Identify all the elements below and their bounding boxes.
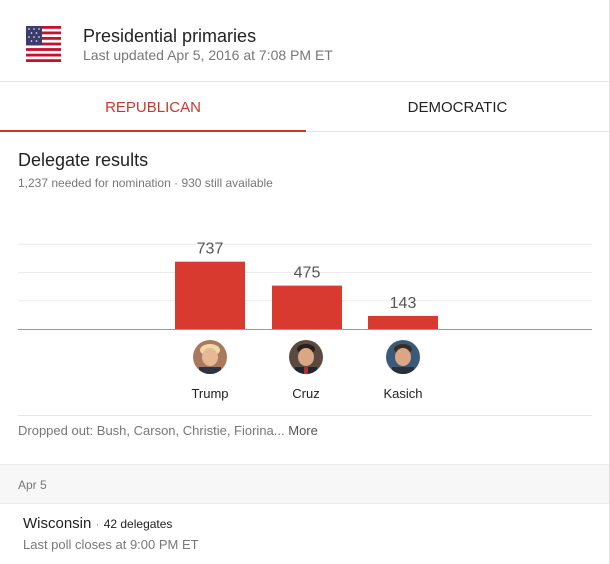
delegate-bar-chart: 737 475 143 xyxy=(18,241,592,330)
section-title: Delegate results xyxy=(18,150,149,170)
separator: · xyxy=(95,517,100,531)
state-name: Wisconsin xyxy=(23,515,92,532)
date-label: Apr 5 xyxy=(18,478,47,492)
delegate-chart: 737 475 143 xyxy=(18,200,592,410)
party-tabs: REPUBLICAN DEMOCRATIC xyxy=(0,83,609,132)
candidate-name: Kasich xyxy=(383,386,423,401)
bar-trump[interactable] xyxy=(175,261,245,329)
active-tab-indicator xyxy=(0,130,306,132)
last-updated: Last updated Apr 5, 2016 at 7:08 PM ET xyxy=(83,47,333,63)
bar-value-label: 143 xyxy=(390,295,417,312)
candidate-kasich[interactable]: Kasich xyxy=(353,340,453,401)
kasich-avatar xyxy=(386,340,420,374)
delegate-count: 42 delegates xyxy=(103,517,173,531)
trump-avatar xyxy=(193,340,227,374)
us-flag-icon xyxy=(26,26,61,62)
bar-value-label: 475 xyxy=(294,265,321,282)
bar-kasich[interactable] xyxy=(368,315,438,329)
candidate-trump[interactable]: Trump xyxy=(160,340,260,401)
bar-cruz[interactable] xyxy=(272,285,342,329)
poll-close-time: Last poll closes at 9:00 PM ET xyxy=(23,537,199,552)
candidate-cruz[interactable]: Cruz xyxy=(256,340,356,401)
section-subtitle: 1,237 needed for nomination · 930 still … xyxy=(18,176,273,190)
card-title: Presidential primaries xyxy=(83,26,257,46)
bar-value-label: 737 xyxy=(197,241,224,258)
dropped-out-list: Dropped out: Bush, Carson, Christie, Fio… xyxy=(18,423,318,438)
candidate-name: Trump xyxy=(191,386,229,401)
state-contest[interactable]: Wisconsin · 42 delegates xyxy=(23,515,172,532)
tab-republican[interactable]: REPUBLICAN xyxy=(105,99,201,116)
candidate-name: Cruz xyxy=(292,386,320,401)
cruz-avatar xyxy=(289,340,323,374)
dropped-out-text: Dropped out: Bush, Carson, Christie, Fio… xyxy=(18,423,285,438)
more-link[interactable]: More xyxy=(288,423,318,438)
card-header: Presidential primaries Last updated Apr … xyxy=(0,0,609,82)
divider xyxy=(18,415,592,416)
date-header: Apr 5 xyxy=(0,464,609,504)
tab-democratic[interactable]: DEMOCRATIC xyxy=(407,99,508,116)
